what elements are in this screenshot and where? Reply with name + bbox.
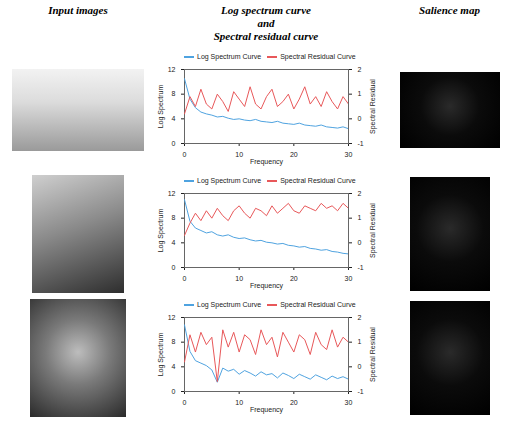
svg-text:0: 0 [183, 151, 187, 158]
svg-text:Log Spectrum: Log Spectrum [157, 333, 165, 377]
svg-text:12: 12 [168, 190, 176, 197]
html-text:Spectral residual curve: Spectral residual curve [213, 30, 319, 42]
svg-text:Log Spectrum: Log Spectrum [157, 85, 165, 129]
html-text:Spectral Residual Curve: Spectral Residual Curve [280, 177, 356, 184]
svg-text:0: 0 [183, 399, 187, 406]
svg-text:10: 10 [235, 275, 243, 282]
svg-text:-1: -1 [358, 140, 364, 147]
svg-text:Log Spectrum: Log Spectrum [157, 209, 165, 253]
svg-text:0: 0 [358, 363, 362, 370]
svg-text:4: 4 [172, 239, 176, 246]
svg-text:30: 30 [345, 275, 353, 282]
svg-text:12: 12 [168, 314, 176, 321]
svg-text:0: 0 [183, 275, 187, 282]
svg-text:0: 0 [172, 140, 176, 147]
svg-text:20: 20 [290, 151, 298, 158]
svg-text:Frequency: Frequency [250, 158, 284, 166]
svg-text:1: 1 [358, 338, 362, 345]
svg-text:-1: -1 [358, 264, 364, 271]
svg-text:1: 1 [358, 214, 362, 221]
svg-text:2: 2 [358, 314, 362, 321]
svg-text:10: 10 [235, 151, 243, 158]
svg-text:2: 2 [358, 66, 362, 73]
svg-text:Frequency: Frequency [250, 406, 284, 414]
html-text:Spectral Residual Curve: Spectral Residual Curve [280, 53, 356, 60]
html-text:Log Spectrum Curve: Log Spectrum Curve [197, 53, 262, 60]
html-text:Log spectrum curve: Log spectrum curve [221, 4, 311, 16]
svg-text:30: 30 [345, 151, 353, 158]
svg-text:Spectral Residual: Spectral Residual [369, 79, 377, 134]
svg-text:8: 8 [172, 338, 176, 345]
html-text:Spectral Residual Curve: Spectral Residual Curve [280, 301, 356, 308]
svg-text:4: 4 [172, 115, 176, 122]
html-text:Log Spectrum Curve: Log Spectrum Curve [197, 301, 262, 308]
svg-text:20: 20 [290, 399, 298, 406]
html-text:Input images: Input images [48, 4, 108, 16]
svg-text:Spectral Residual: Spectral Residual [369, 203, 377, 258]
svg-text:Frequency: Frequency [250, 282, 284, 290]
svg-text:2: 2 [358, 190, 362, 197]
svg-text:8: 8 [172, 90, 176, 97]
svg-text:0: 0 [358, 115, 362, 122]
svg-text:20: 20 [290, 275, 298, 282]
html-text:Log Spectrum Curve: Log Spectrum Curve [197, 177, 262, 184]
svg-text:0: 0 [358, 239, 362, 246]
html-text:and: and [257, 17, 275, 29]
svg-text:30: 30 [345, 399, 353, 406]
svg-text:10: 10 [235, 399, 243, 406]
svg-text:0: 0 [172, 264, 176, 271]
svg-text:0: 0 [172, 388, 176, 395]
svg-text:Spectral Residual: Spectral Residual [369, 327, 377, 382]
html-text:Salience map: Salience map [419, 4, 480, 16]
svg-text:12: 12 [168, 66, 176, 73]
svg-text:1: 1 [358, 90, 362, 97]
svg-text:-1: -1 [358, 388, 364, 395]
svg-text:4: 4 [172, 363, 176, 370]
svg-text:8: 8 [172, 214, 176, 221]
